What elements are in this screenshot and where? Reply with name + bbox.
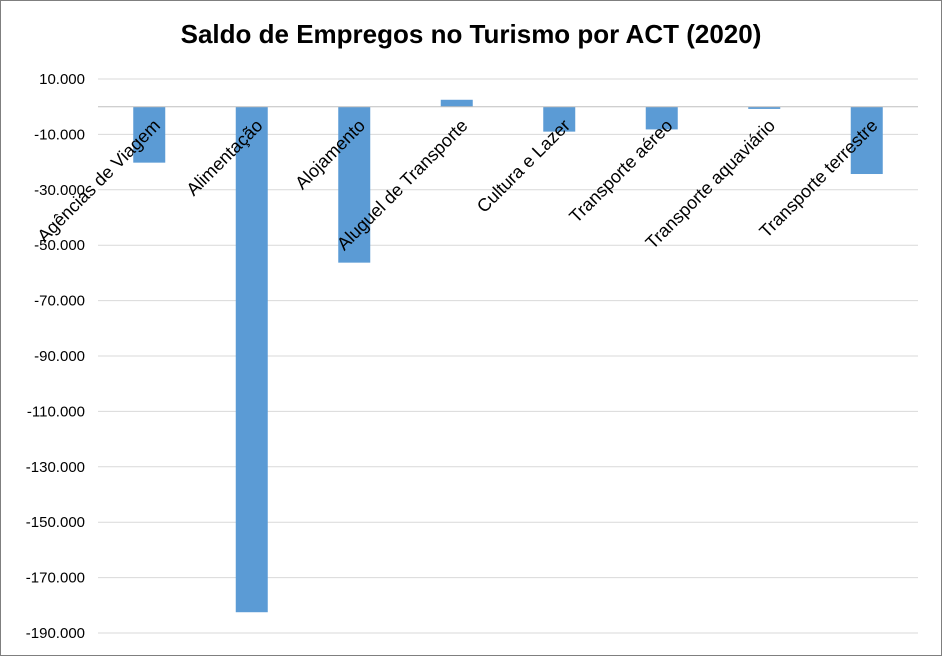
y-axis-ticks: 10.000 -10.000 -30.000 -50.000 -70.000 -90.00…	[26, 71, 85, 642]
bar	[235, 106, 268, 613]
chart-title: Saldo de Empregos no Turismo por ACT (20…	[180, 19, 762, 49]
y-tick-label: -90.000	[34, 348, 85, 365]
y-tick-label: -70.000	[34, 293, 85, 310]
bar	[748, 106, 781, 109]
y-tick-label: -10.000	[34, 126, 85, 143]
bar	[338, 106, 371, 263]
y-tick-label: -190.000	[26, 625, 85, 642]
y-tick-label: -170.000	[26, 570, 85, 587]
bar	[440, 99, 473, 107]
y-tick-label: -130.000	[26, 459, 85, 476]
y-tick-label: -150.000	[26, 514, 85, 531]
bars	[133, 99, 883, 613]
bar	[133, 106, 166, 163]
y-tick-label: -110.000	[27, 403, 85, 420]
gridlines	[98, 78, 918, 634]
bar	[543, 106, 576, 132]
y-tick-label: 10.000	[39, 71, 85, 88]
y-tick-label: -30.000	[34, 182, 85, 199]
y-tick-label: -50.000	[34, 237, 85, 254]
bar	[645, 106, 678, 130]
category-label: Cultura e Lazer	[473, 115, 574, 216]
category-label: Transporte aéreo	[565, 115, 676, 226]
bar	[850, 106, 883, 175]
